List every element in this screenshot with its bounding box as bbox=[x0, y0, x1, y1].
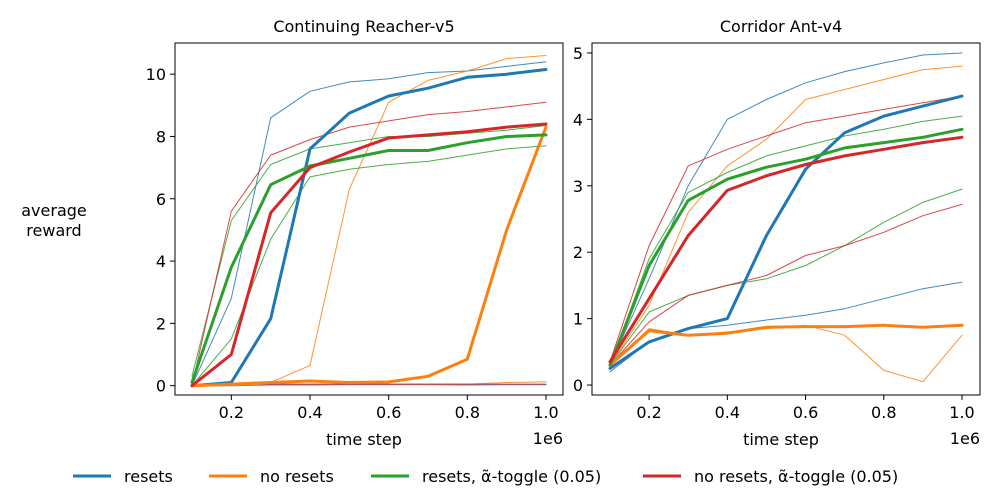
x-tick-label: 0.4 bbox=[715, 403, 740, 422]
series-line-resets-mean bbox=[190, 68, 548, 388]
legend-item-no-resets: no resets bbox=[209, 467, 334, 486]
legend-item-resets-toggle: resets, α̃-toggle (0.05) bbox=[371, 467, 601, 486]
series-line-resets-run bbox=[191, 384, 547, 387]
x-tick-label: 0.6 bbox=[376, 403, 401, 422]
series-line-resets_toggle-run bbox=[609, 115, 963, 366]
legend: resets no resets resets, α̃-toggle (0.05… bbox=[73, 467, 898, 486]
x-offset-label: 1e6 bbox=[950, 429, 980, 448]
series-line-no_resets-mean bbox=[190, 125, 548, 388]
y-tick-label: 10 bbox=[146, 65, 166, 84]
plot-frame bbox=[591, 42, 981, 396]
chart-title: Corridor Ant-v4 bbox=[720, 17, 842, 36]
series-line-resets_toggle-run bbox=[191, 145, 547, 387]
series-line-no_resets-run bbox=[609, 65, 963, 366]
plot-frame bbox=[174, 42, 564, 396]
series-line-no_resets_toggle-run bbox=[609, 203, 963, 366]
legend-label-no-resets-toggle: no resets, α̃-toggle (0.05) bbox=[694, 467, 898, 486]
y-axis-label-line2: reward bbox=[26, 221, 81, 240]
x-tick-label: 0.4 bbox=[297, 403, 322, 422]
y-axis-label-line1: average bbox=[21, 201, 87, 220]
y-tick-label: 0 bbox=[573, 376, 583, 395]
series-line-no_resets-run bbox=[609, 324, 963, 383]
series-line-no_resets-mean bbox=[608, 323, 964, 367]
legend-item-resets: resets bbox=[73, 467, 173, 486]
y-tick-label: 6 bbox=[156, 190, 166, 209]
series-line-resets-run bbox=[191, 61, 547, 387]
x-tick-label: 1.0 bbox=[949, 403, 974, 422]
y-tick-label: 3 bbox=[573, 177, 583, 196]
series-line-resets-mean bbox=[608, 94, 964, 370]
series-line-resets_toggle-run bbox=[191, 125, 547, 377]
y-tick-label: 0 bbox=[156, 377, 166, 396]
y-tick-label: 4 bbox=[573, 110, 583, 129]
legend-label-resets: resets bbox=[124, 467, 173, 486]
series-line-resets_toggle-mean bbox=[608, 127, 964, 367]
x-tick-label: 0.6 bbox=[793, 403, 818, 422]
x-axis-label: time step bbox=[326, 430, 402, 449]
series-line-no_resets_toggle-run bbox=[609, 95, 963, 363]
y-tick-label: 2 bbox=[573, 243, 583, 262]
legend-item-no-resets-toggle: no resets, α̃-toggle (0.05) bbox=[643, 467, 898, 486]
series-line-no_resets_toggle-mean bbox=[190, 122, 548, 388]
x-axis-label: time step bbox=[743, 430, 819, 449]
legend-label-resets-toggle: resets, α̃-toggle (0.05) bbox=[422, 467, 601, 486]
chart-title: Continuing Reacher-v5 bbox=[273, 17, 454, 36]
series-line-no_resets_toggle-mean bbox=[608, 135, 964, 364]
x-tick-label: 0.2 bbox=[219, 403, 244, 422]
series-line-resets_toggle-mean bbox=[190, 133, 548, 384]
series-line-resets_toggle-run bbox=[609, 188, 963, 366]
x-offset-label: 1e6 bbox=[533, 429, 563, 448]
y-tick-label: 8 bbox=[156, 127, 166, 146]
panel-continuing-reacher: Continuing Reacher-v5 0.2 0.4 0.6 0.8 1.0 0 2 4… bbox=[146, 17, 564, 449]
x-tick-label: 1.0 bbox=[533, 403, 558, 422]
y-tick-label: 5 bbox=[573, 44, 583, 63]
legend-label-no-resets: no resets bbox=[260, 467, 334, 486]
y-tick-label: 2 bbox=[156, 314, 166, 333]
series-line-no_resets_toggle-run bbox=[191, 101, 547, 387]
x-tick-label: 0.8 bbox=[871, 403, 896, 422]
y-tick-label: 4 bbox=[156, 252, 166, 271]
x-tick-label: 0.8 bbox=[455, 403, 480, 422]
y-tick-label: 1 bbox=[573, 310, 583, 329]
x-tick-label: 0.2 bbox=[636, 403, 661, 422]
panel-corridor-ant: Corridor Ant-v4 0.2 0.4 0.6 0.8 1.0 0 1 2 3 4 5 ti… bbox=[573, 17, 981, 449]
